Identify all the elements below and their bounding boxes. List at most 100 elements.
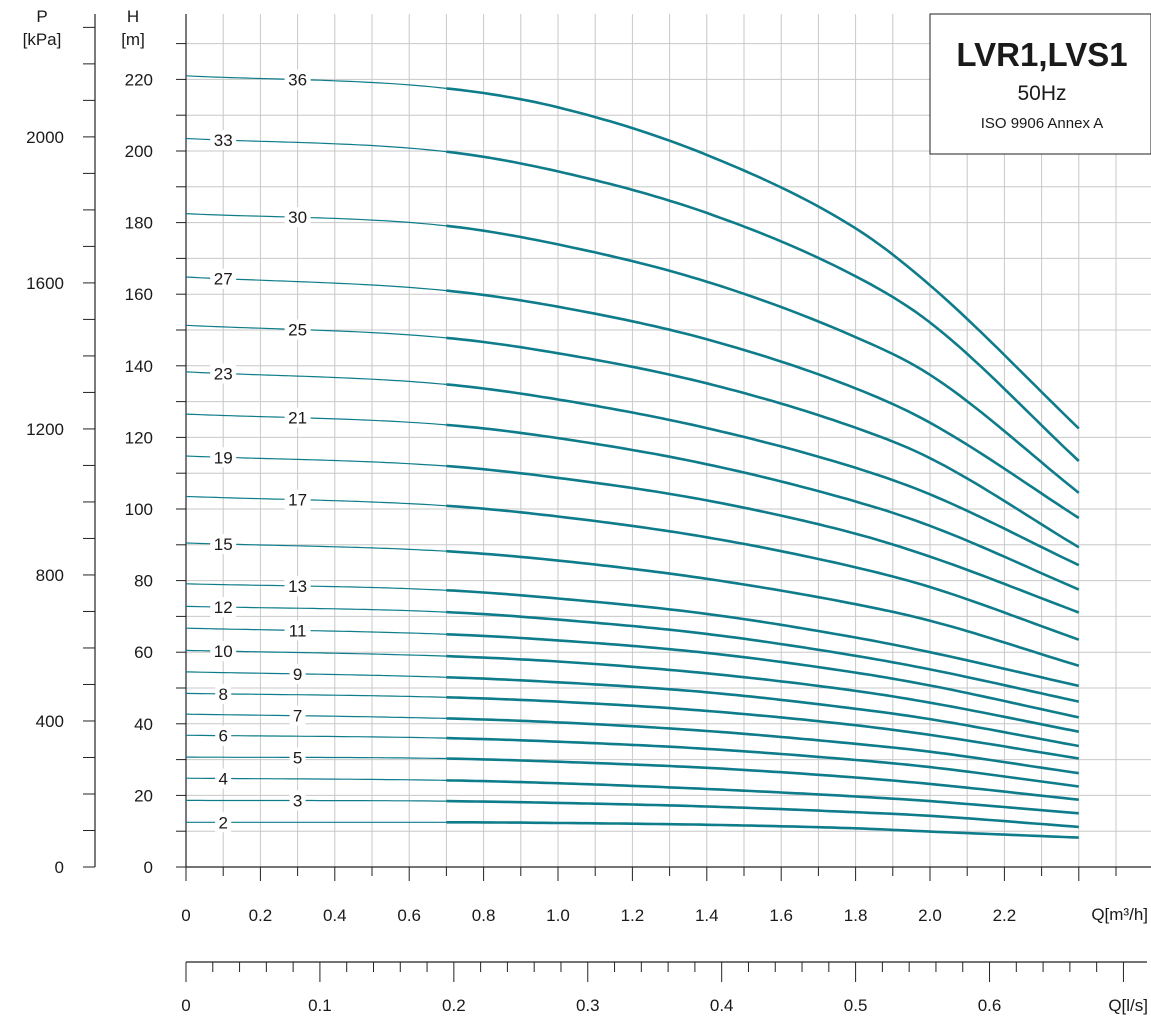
curve-label-background bbox=[284, 620, 311, 641]
curve-label-5: 5 bbox=[293, 748, 302, 767]
curve-23-stages bbox=[446, 383, 1080, 567]
curve-label-background bbox=[284, 207, 311, 228]
pressure-axis-unit: [kPa] bbox=[23, 30, 62, 49]
curve-label-12: 12 bbox=[214, 598, 233, 617]
head-tick-label: 180 bbox=[125, 214, 153, 233]
curve-25-stages bbox=[446, 336, 1080, 549]
curve-7-stages-low-flow bbox=[185, 713, 447, 719]
curve-label-background bbox=[284, 407, 311, 428]
flow-tick-label-m3h: 1.8 bbox=[844, 906, 868, 925]
curve-5-stages bbox=[446, 757, 1079, 801]
frequency-label: 50Hz bbox=[1017, 82, 1066, 105]
flow-tick-label-ls: 0.1 bbox=[308, 996, 332, 1015]
curve-label-9: 9 bbox=[293, 665, 302, 684]
curve-6-stages bbox=[446, 736, 1079, 788]
curve-label-17: 17 bbox=[288, 491, 307, 510]
curve-label-background bbox=[284, 575, 311, 596]
head-tick-label: 200 bbox=[125, 142, 153, 161]
flow-tick-label-m3h: 0.4 bbox=[323, 906, 347, 925]
curve-11-stages bbox=[446, 633, 1080, 719]
flow-axis-title-m3h: Q[m³/h] bbox=[1091, 905, 1148, 924]
head-tick-label: 60 bbox=[134, 643, 153, 662]
flow-tick-label-m3h: 0.6 bbox=[397, 906, 421, 925]
curve-label-15: 15 bbox=[214, 535, 233, 554]
curve-30-stages-low-flow bbox=[185, 213, 447, 227]
curve-label-8: 8 bbox=[218, 685, 227, 704]
curve-36-stages-low-flow bbox=[185, 75, 447, 89]
curve-12-stages bbox=[446, 610, 1080, 703]
curve-label-21: 21 bbox=[288, 409, 307, 428]
curve-label-6: 6 bbox=[218, 727, 227, 746]
flow-tick-label-m3h: 1.0 bbox=[546, 906, 570, 925]
curve-label-background bbox=[289, 663, 306, 684]
curve-17-stages-low-flow bbox=[185, 495, 447, 507]
curve-5-stages-low-flow bbox=[186, 756, 447, 760]
curve-21-stages-low-flow bbox=[185, 413, 447, 426]
flow-tick-label-m3h: 0 bbox=[181, 906, 190, 925]
curve-label-background bbox=[289, 747, 306, 768]
legend-frame bbox=[929, 13, 1151, 155]
curve-label-27: 27 bbox=[214, 270, 233, 289]
curve-label-background bbox=[210, 268, 237, 289]
curve-label-30: 30 bbox=[288, 208, 307, 227]
curve-label-background bbox=[210, 597, 237, 618]
curve-label-background bbox=[215, 725, 232, 746]
curve-label-4: 4 bbox=[218, 769, 227, 788]
flow-tick-label-ls: 0.2 bbox=[442, 996, 466, 1015]
curve-10-stages bbox=[446, 654, 1080, 733]
curve-36-stages bbox=[446, 87, 1080, 430]
flow-tick-label-ls: 0.5 bbox=[844, 996, 868, 1015]
curve-label-background bbox=[289, 790, 306, 811]
curve-13-stages bbox=[446, 589, 1080, 688]
head-tick-label: 100 bbox=[125, 500, 153, 519]
curve-15-stages bbox=[446, 549, 1080, 668]
curve-label-36: 36 bbox=[288, 71, 307, 90]
curve-4-stages bbox=[446, 779, 1079, 815]
curve-label-background bbox=[210, 130, 237, 151]
head-tick-label: 80 bbox=[134, 572, 153, 591]
curve-label-background bbox=[210, 641, 237, 662]
curve-label-3: 3 bbox=[293, 792, 302, 811]
flow-tick-label-m3h: 1.2 bbox=[621, 906, 645, 925]
curve-label-background bbox=[284, 69, 311, 90]
curve-33-stages bbox=[446, 150, 1080, 462]
curve-17-stages bbox=[446, 504, 1080, 641]
flow-tick-label-ls: 0.3 bbox=[576, 996, 600, 1015]
pump-curves bbox=[185, 75, 1080, 839]
pressure-tick-label: 2000 bbox=[26, 128, 64, 147]
flow-tick-label-m3h: 2.0 bbox=[918, 906, 942, 925]
curve-30-stages bbox=[446, 224, 1080, 494]
curve-label-background bbox=[215, 683, 232, 704]
flow-axis-title-ls: Q[l/s] bbox=[1108, 996, 1148, 1015]
curve-label-33: 33 bbox=[214, 131, 233, 150]
curve-label-background bbox=[215, 812, 232, 833]
curve-9-stages-low-flow bbox=[185, 671, 447, 678]
head-tick-label: 220 bbox=[125, 70, 153, 89]
curve-label-23: 23 bbox=[214, 364, 233, 383]
curve-label-13: 13 bbox=[288, 577, 307, 596]
curve-21-stages bbox=[446, 423, 1080, 591]
curve-label-background bbox=[210, 534, 237, 555]
pressure-tick-label: 0 bbox=[55, 858, 64, 877]
curve-label-2: 2 bbox=[218, 813, 227, 832]
flow-tick-label-m3h: 2.2 bbox=[993, 906, 1017, 925]
flow-tick-label-m3h: 0.8 bbox=[472, 906, 496, 925]
head-axis-title: H bbox=[127, 7, 139, 26]
curve-label-background bbox=[289, 705, 306, 726]
flow-tick-label-m3h: 1.6 bbox=[769, 906, 793, 925]
curve-19-stages bbox=[446, 464, 1080, 614]
flow-tick-label-m3h: 0.2 bbox=[249, 906, 273, 925]
axis-titles: P [kPa] H [m] Q[m³/h] Q[l/s] bbox=[23, 7, 1148, 1015]
curve-label-7: 7 bbox=[293, 707, 302, 726]
curve-11-stages-low-flow bbox=[185, 627, 447, 635]
head-tick-label: 20 bbox=[134, 786, 153, 805]
head-axis-unit: [m] bbox=[121, 30, 145, 49]
flow-tick-label-ls: 0.4 bbox=[710, 996, 734, 1015]
pressure-tick-label: 800 bbox=[36, 566, 64, 585]
pressure-axis-title: P bbox=[36, 7, 47, 26]
pressure-tick-label: 400 bbox=[36, 712, 64, 731]
flow-tick-label-m3h: 1.4 bbox=[695, 906, 719, 925]
curve-label-background bbox=[284, 319, 311, 340]
